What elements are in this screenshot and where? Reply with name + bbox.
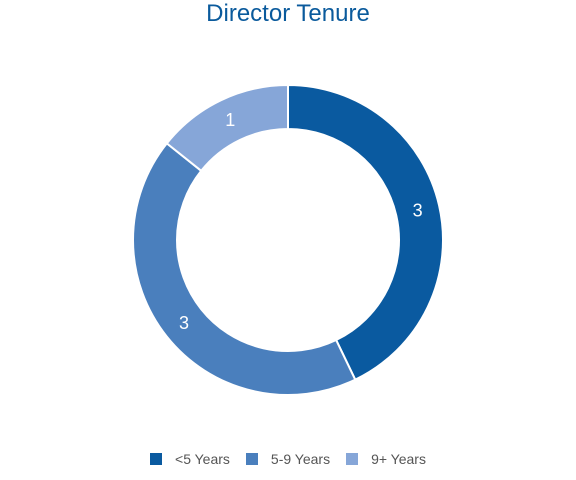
data-label-9plus: 1 — [225, 110, 235, 130]
slice-5-9 — [132, 141, 357, 396]
donut-chart: 3 3 1 — [132, 83, 444, 396]
slice-labels: 3 3 1 — [179, 110, 423, 333]
legend-swatch-lt5 — [150, 453, 163, 465]
data-label-lt5: 3 — [413, 200, 423, 220]
legend-swatch-9plus — [346, 453, 359, 465]
legend-item-9plus: 9+ Years — [346, 451, 426, 467]
legend-swatch-5-9 — [245, 453, 258, 465]
chart-title: Director Tenure — [206, 0, 370, 27]
legend-item-5-9: 5-9 Years — [245, 451, 331, 467]
data-label-5-9: 3 — [179, 313, 189, 333]
legend-item-lt5: <5 Years — [150, 451, 230, 467]
donut-slices — [132, 83, 444, 396]
legend: <5 Years 5-9 Years 9+ Years — [0, 451, 576, 467]
legend-label-5-9: 5-9 Years — [270, 451, 331, 467]
slice-lt5 — [287, 83, 444, 381]
slice-9plus — [165, 83, 289, 173]
legend-label-9plus: 9+ Years — [371, 451, 426, 467]
legend-label-lt5: <5 Years — [175, 451, 230, 467]
